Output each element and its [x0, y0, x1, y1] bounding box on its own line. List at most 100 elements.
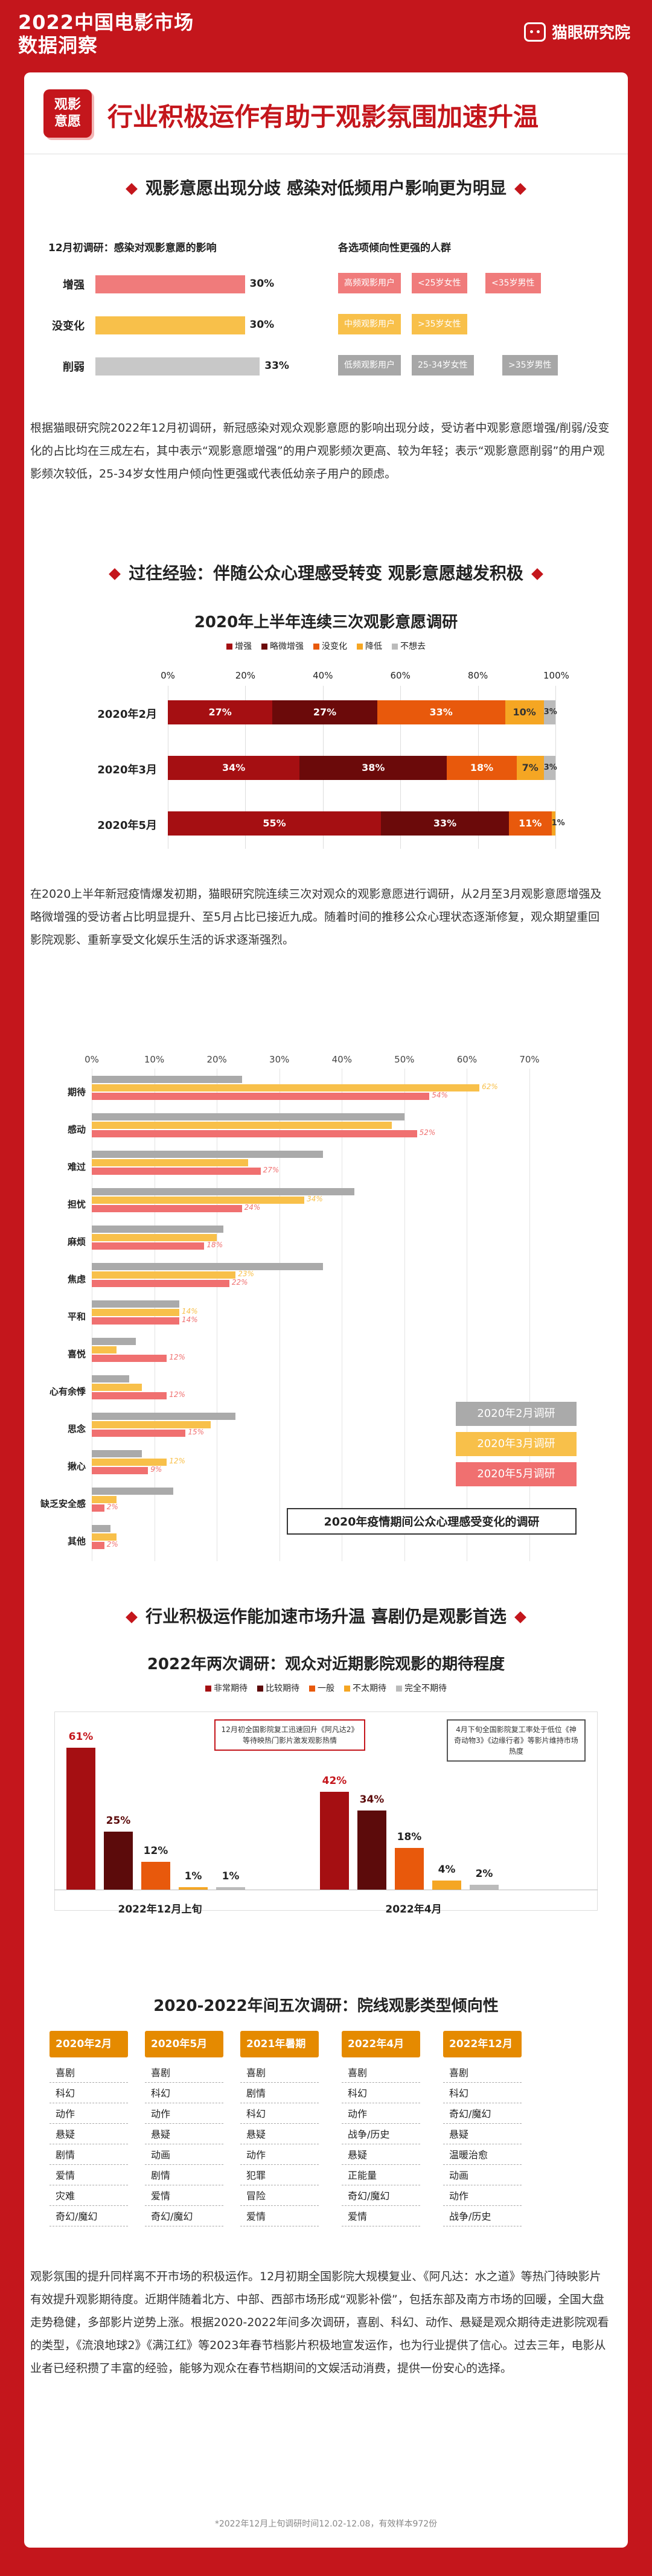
chart4-bar [470, 1885, 499, 1890]
chart3-category-label: 思念 [67, 1424, 86, 1434]
legend-swatch [205, 1686, 211, 1692]
chart2-legend-item: 降低 [357, 642, 382, 651]
chart2-legend-item: 增强 [226, 642, 252, 651]
chart3-bar [92, 1430, 186, 1437]
chart2-segment [168, 811, 382, 836]
chart3-bar [92, 1271, 236, 1279]
chart4-legend-item: 一般 [309, 1684, 334, 1693]
legend-label: 一般 [318, 1684, 334, 1693]
chart3-value-label: 23% [238, 1270, 254, 1278]
table-cell: 科幻 [342, 2084, 420, 2103]
diamond-icon [126, 183, 138, 195]
chart3-value-label: 14% [182, 1307, 198, 1315]
chart3-value-label: 14% [182, 1315, 198, 1324]
chart1-category-label: 增强 [63, 279, 85, 292]
badge-line1: 观影 [54, 97, 81, 112]
chart3-legend-item: 2020年3月调研 [456, 1432, 577, 1456]
footnote: *2022年12月上旬调研时间12.02-12.08，有效样本972份 [214, 2519, 438, 2529]
chart3-bar [92, 1113, 404, 1120]
tags-title: 各选项倾向性更强的人群 [338, 242, 451, 254]
chart2-legend-item: 略微增强 [261, 642, 304, 651]
chart3-x-tick: 20% [206, 1054, 227, 1065]
chart4-value-label: 18% [397, 1830, 422, 1843]
chart1-category-label: 没变化 [52, 320, 85, 333]
chart1-value-label: 30% [249, 319, 275, 331]
table-cell: 剧情 [240, 2084, 319, 2103]
table-cell: 犯罪 [240, 2166, 319, 2185]
chart2-legend-item: 不想去 [392, 642, 426, 651]
chart2-segment [299, 756, 447, 780]
chart2-segment [377, 700, 505, 724]
chart2-category-label: 2020年3月 [97, 764, 157, 776]
legend-swatch [392, 644, 398, 650]
chart3-category-label: 平和 [67, 1311, 86, 1322]
chart3-bar [92, 1263, 324, 1270]
chart3-bar [92, 1375, 130, 1382]
chart4-bar [179, 1887, 208, 1890]
table-cell: 喜剧 [145, 2063, 223, 2083]
chart4-value-label: 4% [438, 1863, 456, 1876]
table-cell: 悬疑 [240, 2125, 319, 2144]
legend-swatch [357, 644, 363, 650]
table-cell: 奇幻/魔幻 [50, 2207, 128, 2226]
chart4-bar [66, 1748, 95, 1890]
chart4-bar [432, 1880, 461, 1890]
audience-tag: >35岁女性 [412, 314, 467, 334]
paragraph-2: 在2020上半年新冠疫情爆发初期，猫眼研究院连续三次对观众的观影意愿进行调研，从… [30, 887, 602, 947]
chart2-segment [516, 756, 544, 780]
chart1-value-label: 33% [264, 360, 289, 372]
audience-tag: <35岁男性 [485, 273, 541, 293]
chart4-bar [395, 1847, 424, 1890]
chart3-bar [92, 1450, 142, 1457]
section1-title: 观影意愿出现分歧 感染对低频用户影响更为明显 [24, 175, 628, 199]
chart3-bar [92, 1413, 236, 1420]
chart3-x-tick: 0% [85, 1054, 99, 1065]
table-cell: 正能量 [342, 2166, 420, 2185]
table-cell: 奇幻/魔幻 [342, 2187, 420, 2206]
chart3-category-label: 担忧 [67, 1199, 86, 1210]
chart3-value-label: 62% [482, 1082, 498, 1091]
audience-tag: 低频观影用户 [338, 355, 401, 376]
chart3-bar [92, 1467, 149, 1474]
chart3-bar [92, 1355, 167, 1362]
chart3-bar [92, 1346, 117, 1354]
legend-label: 略微增强 [270, 642, 304, 651]
chart4-frame [54, 1711, 598, 1911]
chart3-value-label: 34% [307, 1195, 323, 1203]
table-column-header: 2020年5月 [145, 2031, 223, 2057]
table-cell: 爱情 [240, 2207, 319, 2226]
chart3-value-label: 22% [231, 1278, 248, 1286]
chart1-bar [95, 316, 245, 334]
chart3-title-box: 2020年疫情期间公众心理感受变化的调研 [287, 1508, 577, 1535]
chart2-segment-label: 3% [543, 708, 557, 717]
legend-label: 增强 [235, 642, 252, 651]
chart1-category-label: 削弱 [63, 361, 85, 374]
chart1-row: 削弱 33% 低频观影用户 25-34岁女性 >35岁男性 [24, 354, 628, 378]
chart2-segment-label: 33% [433, 817, 457, 829]
chart3-bar [92, 1338, 136, 1345]
chart4-value-label: 1% [222, 1870, 240, 1883]
chart2-title: 2020年上半年连续三次观影意愿调研 [194, 613, 458, 631]
chart3-value-label: 12% [169, 1457, 185, 1465]
chart3-bar [92, 1084, 480, 1091]
legend-label: 降低 [365, 642, 382, 651]
chart2-segment [168, 756, 300, 780]
chart2-segment-label: 34% [222, 762, 246, 773]
chart4-value-label: 1% [184, 1870, 202, 1883]
chart4-value-label: 42% [322, 1775, 347, 1788]
diamond-icon [514, 183, 526, 195]
legend-label: 不想去 [400, 642, 426, 651]
audience-tag: 25-34岁女性 [412, 355, 474, 376]
chart3-category-label: 喜悦 [67, 1349, 86, 1360]
section3-title-text: 行业积极运作能加速市场升温 喜剧仍是观影首选 [145, 1606, 507, 1626]
table-cell: 科幻 [443, 2084, 522, 2103]
legend-label: 没变化 [322, 642, 347, 651]
chart2-gridline [555, 686, 556, 849]
chart4-bar [216, 1887, 245, 1890]
table-cell: 动作 [240, 2146, 319, 2165]
table-cell: 科幻 [145, 2084, 223, 2103]
chart1-title: 12月初调研：感染对观影意愿的影响 [48, 242, 217, 254]
chart1-row: 没变化 30% 中频观影用户 >35岁女性 [24, 313, 628, 337]
content-card: 观影 意愿 行业积极运作有助于观影氛围加速升温 观影意愿出现分歧 感染对低频用户… [24, 72, 628, 2548]
topic-badge: 观影 意愿 [43, 89, 92, 138]
